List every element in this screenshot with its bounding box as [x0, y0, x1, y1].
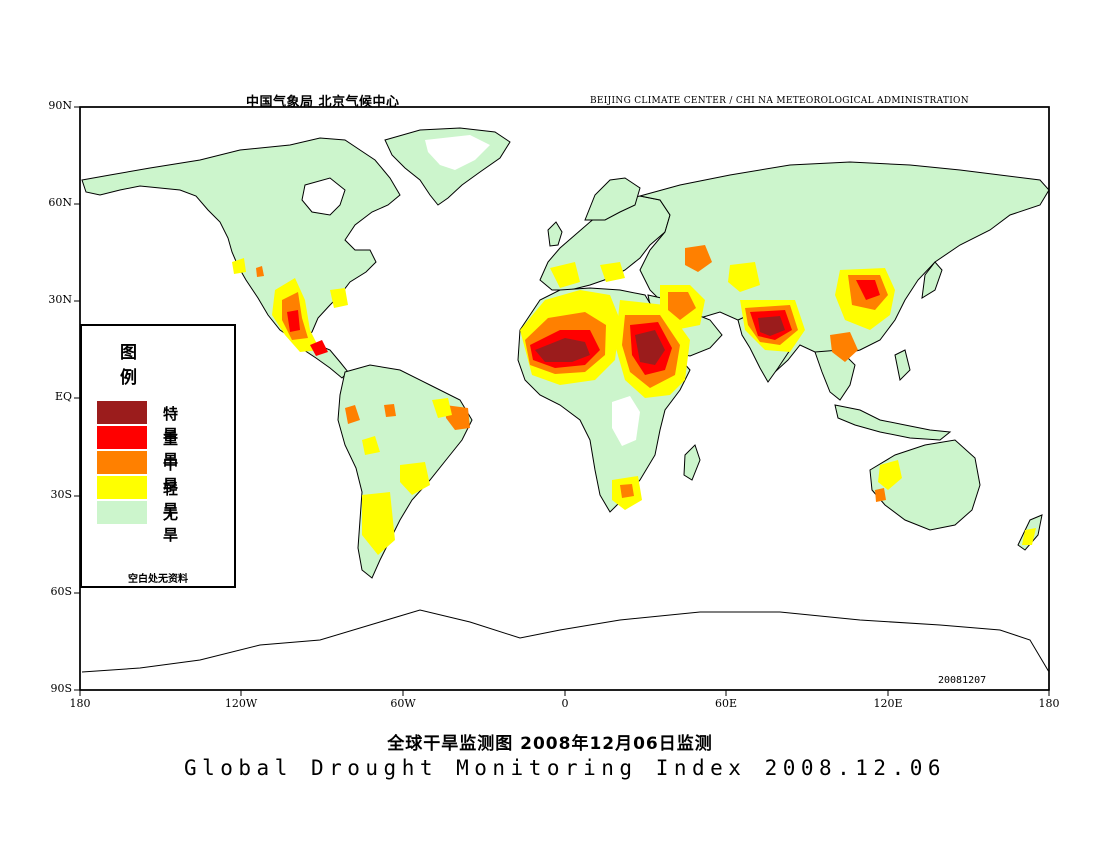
lon-label-180w: 180: [69, 697, 91, 710]
lat-label-90s: 90S: [50, 682, 72, 695]
legend-swatch-moderate: [97, 451, 147, 474]
legend: 图 例 特 旱 重 旱 中 旱 轻 旱 无 旱 空白处无资料: [80, 324, 236, 588]
land-madagascar: [683, 444, 701, 481]
drought-mexico-severe: [287, 310, 300, 332]
legend-row-light: 轻 旱: [97, 476, 227, 519]
drought-china-severe: [856, 280, 880, 300]
drought-sudan-extreme: [635, 330, 665, 365]
legend-label-severe: 重 旱: [163, 430, 193, 469]
legend-row-none: 无 旱: [97, 501, 227, 544]
drought-s-africa-mod: [620, 484, 634, 498]
drought-amazon: [384, 404, 396, 417]
drought-us-spot-1: [232, 258, 246, 274]
legend-row-moderate: 中 旱: [97, 451, 227, 494]
legend-label-light: 轻 旱: [163, 480, 193, 519]
drought-nz: [1022, 528, 1036, 545]
legend-label-none: 无 旱: [163, 505, 193, 544]
drought-caspian: [685, 245, 712, 272]
drought-india-extreme: [758, 316, 785, 336]
legend-swatch-extreme: [97, 401, 147, 424]
drought-peru: [345, 405, 360, 424]
lat-label-60s: 60S: [50, 585, 72, 598]
lat-label-30s: 30S: [50, 488, 72, 501]
lat-label-60n: 60N: [48, 196, 72, 209]
drought-us-spot-2: [256, 266, 264, 277]
drought-us-spot-3: [330, 288, 348, 308]
land-british-isles: [547, 221, 563, 247]
land-antarctica: [81, 609, 1050, 673]
date-code: 20081207: [938, 675, 987, 686]
drought-sw-australia: [875, 488, 886, 502]
drought-patches: [232, 245, 1036, 555]
header-en: BEIJING CLIMATE CENTER / CHI NA METEOROL…: [590, 96, 969, 106]
lon-label-120w: 120W: [224, 697, 258, 710]
land-philippines: [894, 349, 911, 382]
drought-caspian-light: [728, 262, 760, 292]
land-indonesia: [834, 404, 952, 441]
drought-andes-light: [362, 492, 395, 555]
africa-nodata: [612, 396, 640, 446]
legend-title: 图 例: [120, 343, 167, 388]
title-en: Global Drought Monitoring Index 2008.12.…: [183, 756, 946, 780]
title-cn: 全球干旱监测图 2008年12月06日监测: [387, 734, 713, 754]
lon-label-60e: 60E: [714, 697, 738, 710]
lat-label-eq: EQ: [54, 390, 72, 403]
lon-label-180e: 180: [1038, 697, 1060, 710]
legend-swatch-severe: [97, 426, 147, 449]
drought-central-america: [310, 340, 328, 356]
legend-label-extreme: 特 旱: [163, 405, 193, 444]
legend-label-moderate: 中 旱: [163, 455, 193, 494]
drought-paraguay: [400, 462, 430, 495]
land-scandinavia: [584, 177, 641, 221]
drought-spain: [550, 262, 580, 288]
drought-ne-brazil: [445, 405, 470, 430]
drought-balkans: [600, 262, 625, 282]
lon-label-120e: 120E: [873, 697, 903, 710]
legend-row-extreme: 特 旱: [97, 401, 227, 444]
drought-w-australia: [878, 460, 902, 490]
land-japan: [921, 261, 943, 299]
greenland-icecap: [425, 135, 490, 170]
drought-sahel-extreme: [535, 338, 590, 362]
axis-ticks: [74, 106, 1050, 696]
lat-label-30n: 30N: [48, 293, 72, 306]
hudson-bay: [301, 177, 346, 216]
drought-ecuador: [362, 436, 380, 455]
drought-ne-brazil-light: [432, 398, 452, 418]
legend-row-severe: 重 旱: [97, 426, 227, 469]
legend-swatch-none: [97, 501, 147, 524]
lat-label-90n: 90N: [48, 99, 72, 112]
lon-label-0: 0: [561, 697, 569, 710]
drought-se-china: [830, 332, 858, 362]
drought-mideast-moderate: [668, 292, 696, 320]
legend-swatch-light: [97, 476, 147, 499]
lon-label-60w: 60W: [390, 697, 416, 710]
legend-note: 空白处无资料: [128, 574, 188, 585]
